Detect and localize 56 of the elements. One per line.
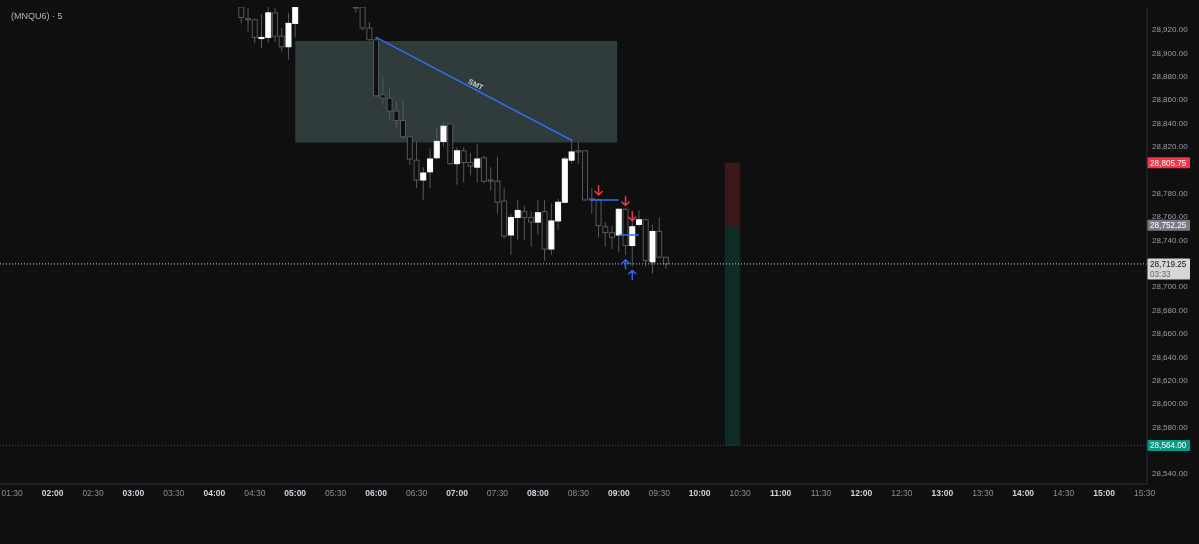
text: 03:33 [1150,269,1171,279]
x-tick-label: 07:30 [486,488,509,498]
x-tick-label: 03:30 [163,488,185,498]
candlestick [427,147,434,189]
y-tick-label: 28,600.00 [1152,399,1189,409]
x-tick-label: 13:30 [972,488,994,498]
x-tick-label: 15:00 [1093,488,1116,498]
x-tick-label: 06:30 [405,488,428,498]
y-tick-label: 28,920.00 [1152,25,1189,35]
x-tick-label: 08:00 [527,488,550,498]
x-tick-label: 02:00 [41,488,64,498]
y-tick-label: 28,700.00 [1152,282,1189,292]
x-tick-label: 15:30 [1133,488,1156,498]
y-tick-label: 28,740.00 [1152,235,1189,245]
x-tick-label: 06:00 [365,488,388,498]
x-tick-label: 04:00 [203,488,226,498]
x-tick-label: 12:30 [891,488,913,498]
y-tick-label: 28,760.00 [1152,212,1189,222]
point [621,258,630,270]
x-tick-label: 04:30 [244,488,266,498]
y-tick-label: 28,840.00 [1152,118,1189,128]
y-tick-label: 28,860.00 [1152,95,1189,105]
x-tick-label: 13:00 [931,488,954,498]
y-tick-label: 28,580.00 [1152,422,1189,432]
x-tick-label: 08:30 [567,488,590,498]
y-tick-label: 28,660.00 [1152,329,1189,339]
y-tick-label: 28,680.00 [1152,305,1189,315]
x-tick-label: 11:30 [810,488,832,498]
ref-line-label: 28,719.25 [1150,259,1187,269]
x-tick-label: 07:00 [446,488,469,498]
point [594,185,603,196]
point [628,269,637,280]
x-tick-label: 01:30 [1,488,24,498]
y-tick-label: 28,540.00 [1152,469,1189,479]
point [621,195,630,207]
x-tick-label: 10:00 [688,488,711,498]
x-tick-label: 14:00 [1012,488,1035,498]
chart-title: (MNQU6) · 5 [11,11,63,21]
y-tick-label: 28,900.00 [1152,48,1189,58]
x-tick-label: 05:30 [325,488,347,498]
x-tick-label: 05:00 [284,488,307,498]
point [628,211,637,222]
y-tick-label: 28,620.00 [1152,375,1189,385]
x-tick-label: 12:00 [850,488,873,498]
x-tick-label: 09:00 [607,488,630,498]
x-tick-label: 10:30 [729,488,752,498]
x-tick-label: 02:30 [82,488,104,498]
y-tick-label: 28,820.00 [1152,142,1189,152]
candlestick [413,140,420,189]
x-tick-label: 09:30 [648,488,671,498]
y-tick-label: 28,880.00 [1152,71,1189,81]
y-tick-label: 28,780.00 [1152,188,1189,198]
y-tick-label: 28,640.00 [1152,352,1189,362]
x-tick-label: 14:30 [1053,488,1075,498]
x-tick-label: 03:00 [122,488,145,498]
x-tick-label: 11:00 [769,488,792,498]
